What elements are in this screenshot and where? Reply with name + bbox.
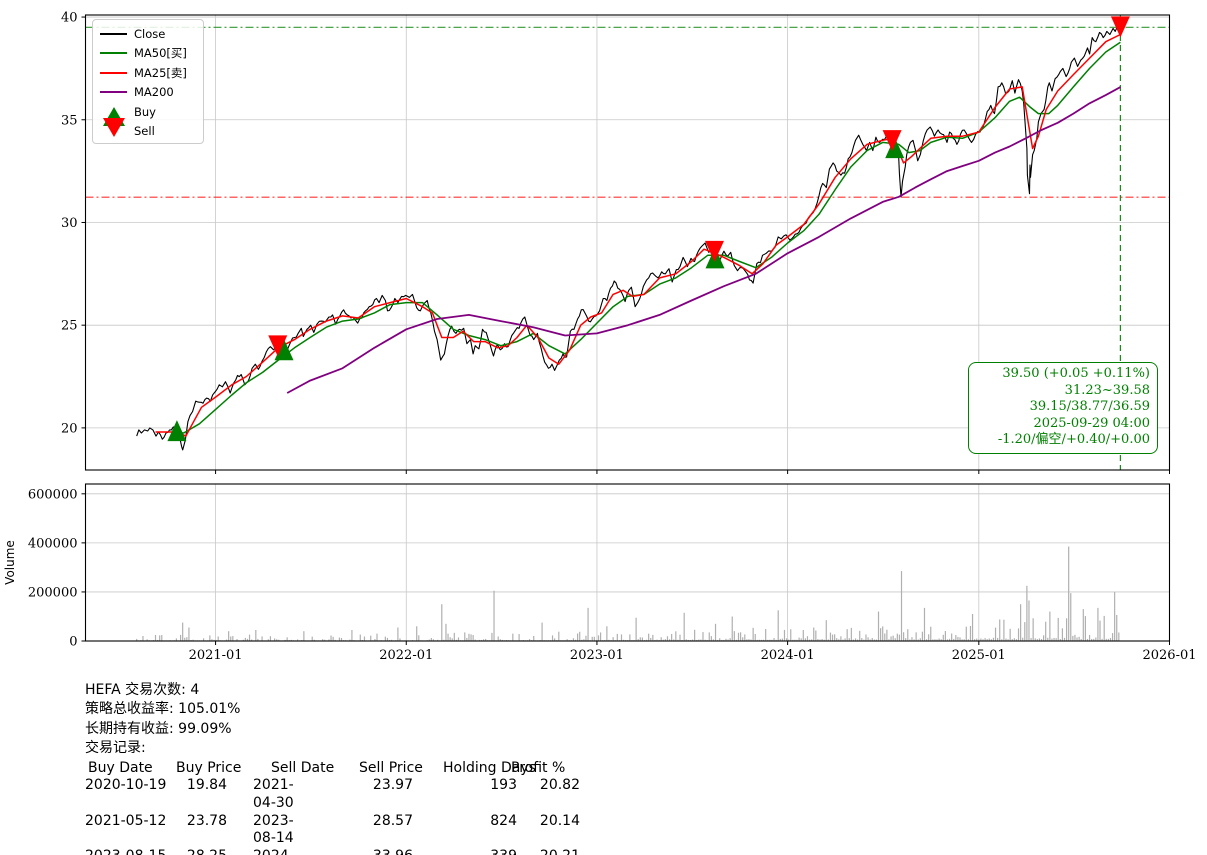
close-line-swatch [100, 32, 127, 35]
buy-marker [167, 420, 187, 442]
sell-triangle-icon [100, 117, 127, 137]
trade-record-title: 交易记录: [85, 740, 146, 757]
svg-text:2026-01: 2026-01 [1142, 648, 1196, 663]
table-cell: 28.57 [372, 812, 413, 829]
quote-annotation-box: 39.50 (+0.05 +0.11%) 31.23~39.58 39.15/3… [968, 362, 1158, 454]
svg-text:2022-01: 2022-01 [379, 648, 433, 663]
annotation-ma-line: 39.15/38.77/36.59 [1029, 399, 1150, 415]
legend-label: Close [134, 26, 166, 41]
legend-item-ma50: MA50[买] [100, 44, 203, 64]
svg-text:600000: 600000 [28, 487, 78, 502]
svg-text:35: 35 [61, 113, 78, 128]
table-header-cell: Buy Price [176, 759, 242, 776]
table-header-cell: Profit % [511, 759, 566, 776]
legend-item-close: Close [100, 24, 203, 44]
sell-marker [704, 240, 724, 262]
table-cell: 20.21 [517, 848, 580, 855]
axes [84, 14, 1171, 642]
table-cell: 2024-07-19 [227, 848, 313, 855]
table-header-cell: Holding Days [443, 759, 536, 776]
strategy-summary: HEFA 交易次数: 4 策略总收益率: 105.01% 长期持有收益: 99.… [85, 681, 580, 855]
legend-label: Buy [134, 104, 156, 119]
buy-marker [274, 339, 294, 361]
legend-item-ma200: MA200 [100, 83, 203, 103]
table-row: 2023-08-1528.252024-07-1933.9633920.21 [85, 848, 580, 855]
sell-marker [268, 335, 288, 357]
ma200-line [286, 86, 1121, 394]
table-cell: 2023-08-15 [85, 848, 178, 855]
legend-label: MA200 [134, 85, 174, 100]
ma50-line-swatch [100, 52, 127, 55]
buy-hold-return-line: 长期持有收益: 99.09% [85, 720, 232, 737]
svg-text:400000: 400000 [28, 536, 78, 551]
tick-labels: 20 25 30 35 40 0 200000 400000 600000 2021-01 2022… [3, 11, 1197, 663]
ma25-line-swatch [100, 71, 127, 74]
table-row: 2020-10-19 19.84 2021-04-30 23.97 193 20.82 [85, 777, 580, 812]
sell-marker [882, 130, 902, 152]
table-cell: 33.96 [313, 848, 413, 855]
buy-marker [885, 137, 905, 159]
table-cell: 2020-10-19 [85, 777, 167, 794]
annotation-range-line: 31.23~39.58 [1064, 382, 1150, 398]
tick-marks [81, 16, 1170, 645]
svg-text:30: 30 [61, 216, 78, 231]
legend-item-sell: Sell [100, 117, 203, 142]
legend-label: MA25[卖] [134, 65, 187, 80]
table-header-cell: Buy Date [88, 759, 153, 776]
table-cell: 824 [490, 812, 517, 829]
table-cell: 23.78 [186, 812, 227, 829]
ma50-line [173, 41, 1121, 434]
table-cell: 20.82 [539, 777, 580, 794]
table-cell: 2023-08-14 [253, 812, 294, 847]
trade-count-line: HEFA 交易次数: 4 [85, 682, 200, 698]
volume-axis-label: Volume [3, 540, 17, 585]
svg-text:2024-01: 2024-01 [761, 648, 815, 663]
table-header-cell: Sell Price [359, 759, 423, 776]
legend-label: MA50[买] [134, 46, 187, 61]
svg-text:2023-01: 2023-01 [570, 648, 624, 663]
table-row: 2021-05-12 23.78 2023-08-14 28.57 824 20.14 [85, 813, 580, 848]
volume-bars [136, 546, 1120, 641]
close-line [136, 25, 1121, 451]
table-cell: 28.25 [178, 848, 227, 855]
table-cell: 23.97 [372, 777, 413, 794]
trade-table-header: Buy Date Buy Price Sell Date Sell Price Hold… [85, 760, 580, 778]
strategy-return-line: 策略总收益率: 105.01% [85, 701, 241, 718]
trade-markers [167, 16, 1130, 442]
annotation-price-line: 39.50 (+0.05 +0.11%) [1002, 366, 1150, 381]
annotation-datetime-line: 2025-09-29 04:00 [1033, 415, 1150, 431]
svg-text:0: 0 [69, 635, 77, 650]
svg-text:200000: 200000 [28, 585, 78, 600]
legend: Close MA50[买] MA25[卖] MA200 Buy Sell [92, 19, 204, 144]
svg-text:40: 40 [61, 11, 78, 26]
svg-text:20: 20 [61, 421, 78, 436]
legend-item-ma25: MA25[卖] [100, 63, 203, 83]
table-cell: 339 [413, 848, 517, 855]
table-cell: 20.14 [539, 812, 580, 829]
grid [85, 15, 1170, 642]
sell-marker [1110, 16, 1130, 38]
ma25-line [155, 33, 1121, 437]
annotation-signal-line: -1.20/偏空/+0.40/+0.00 [997, 432, 1150, 448]
trade-table: Buy Date Buy Price Sell Date Sell Price Hold… [85, 760, 580, 855]
table-header-cell: Sell Date [271, 759, 335, 776]
ma200-line-swatch [100, 91, 127, 94]
svg-text:25: 25 [61, 319, 78, 334]
table-cell: 193 [490, 777, 517, 794]
table-cell: 2021-05-12 [85, 812, 167, 829]
table-cell: 19.84 [186, 777, 227, 794]
legend-label: Sell [134, 124, 155, 139]
svg-text:2025-01: 2025-01 [952, 648, 1006, 663]
svg-text:2021-01: 2021-01 [189, 648, 243, 663]
table-cell: 2021-04-30 [253, 777, 294, 812]
